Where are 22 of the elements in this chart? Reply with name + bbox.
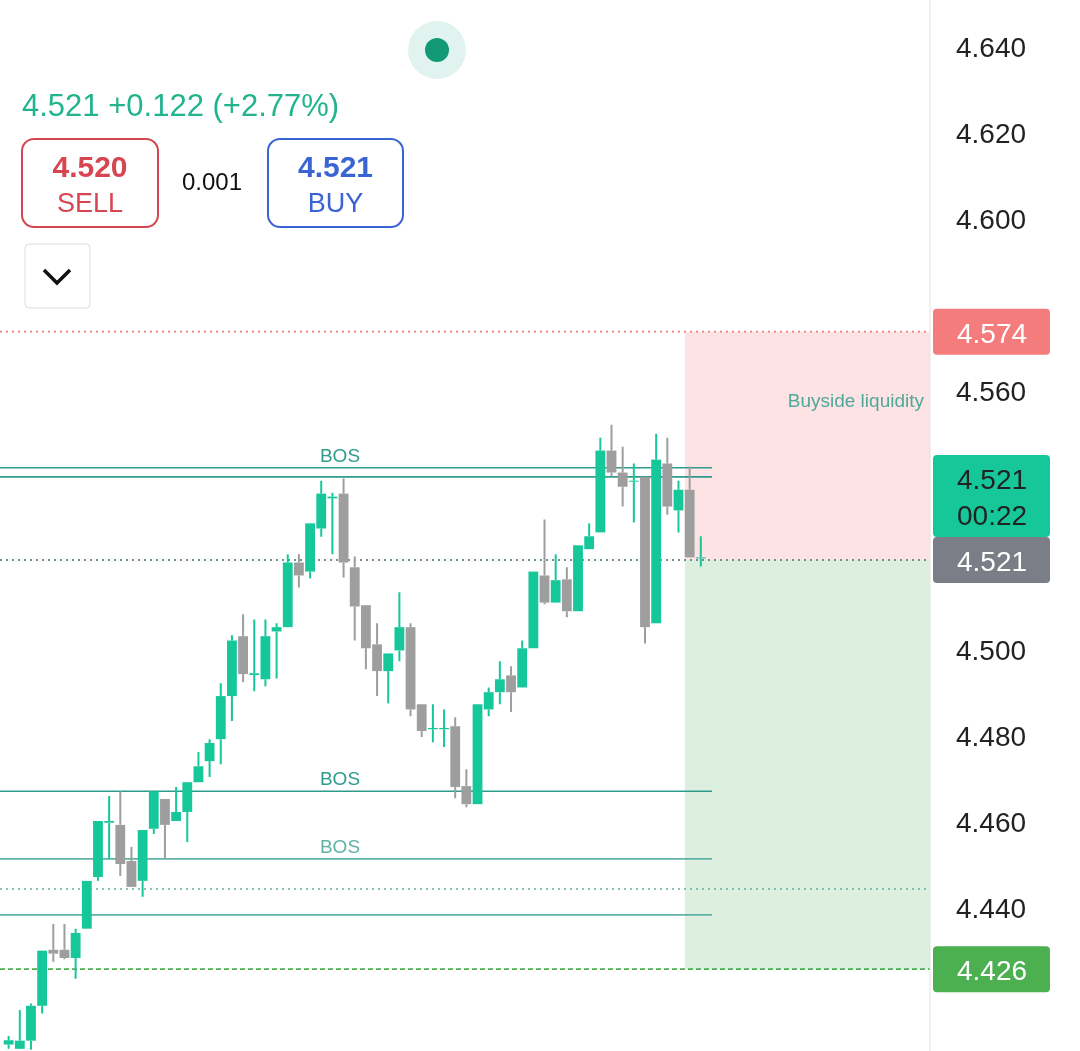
annotation: SELL [56,188,124,218]
text: 4.521 +0.122 (+2.77%) [22,88,340,123]
y-tick-label: 4.440 [956,893,1027,925]
ref-line-label: 4.521 00:22 [957,463,1028,531]
annotation: 4.521 [297,150,374,183]
y-tick-label: 4.640 [956,31,1027,63]
ref-line-label: 4.574 [957,317,1028,349]
annotation: 0.001 [181,168,243,195]
y-tick-label: 4.620 [956,117,1027,149]
annotation: BUY [307,188,364,218]
y-tick-label: 4.500 [956,634,1027,666]
ref-line-label: 4.426 [957,955,1028,987]
ref-line-label: BOS [319,768,361,790]
y-tick-label: 4.480 [956,721,1027,753]
annotation: 4.520 [52,150,128,183]
y-tick-label: 4.600 [956,204,1027,236]
y-tick-label: 4.560 [956,376,1027,408]
ref-line-label: BOS [319,444,361,466]
y-tick-label: 4.460 [956,807,1027,839]
ref-line-label: 4.521 [957,545,1028,577]
band-label: Buyside liquidity [787,390,925,411]
ref-line-label: BOS [319,835,361,857]
